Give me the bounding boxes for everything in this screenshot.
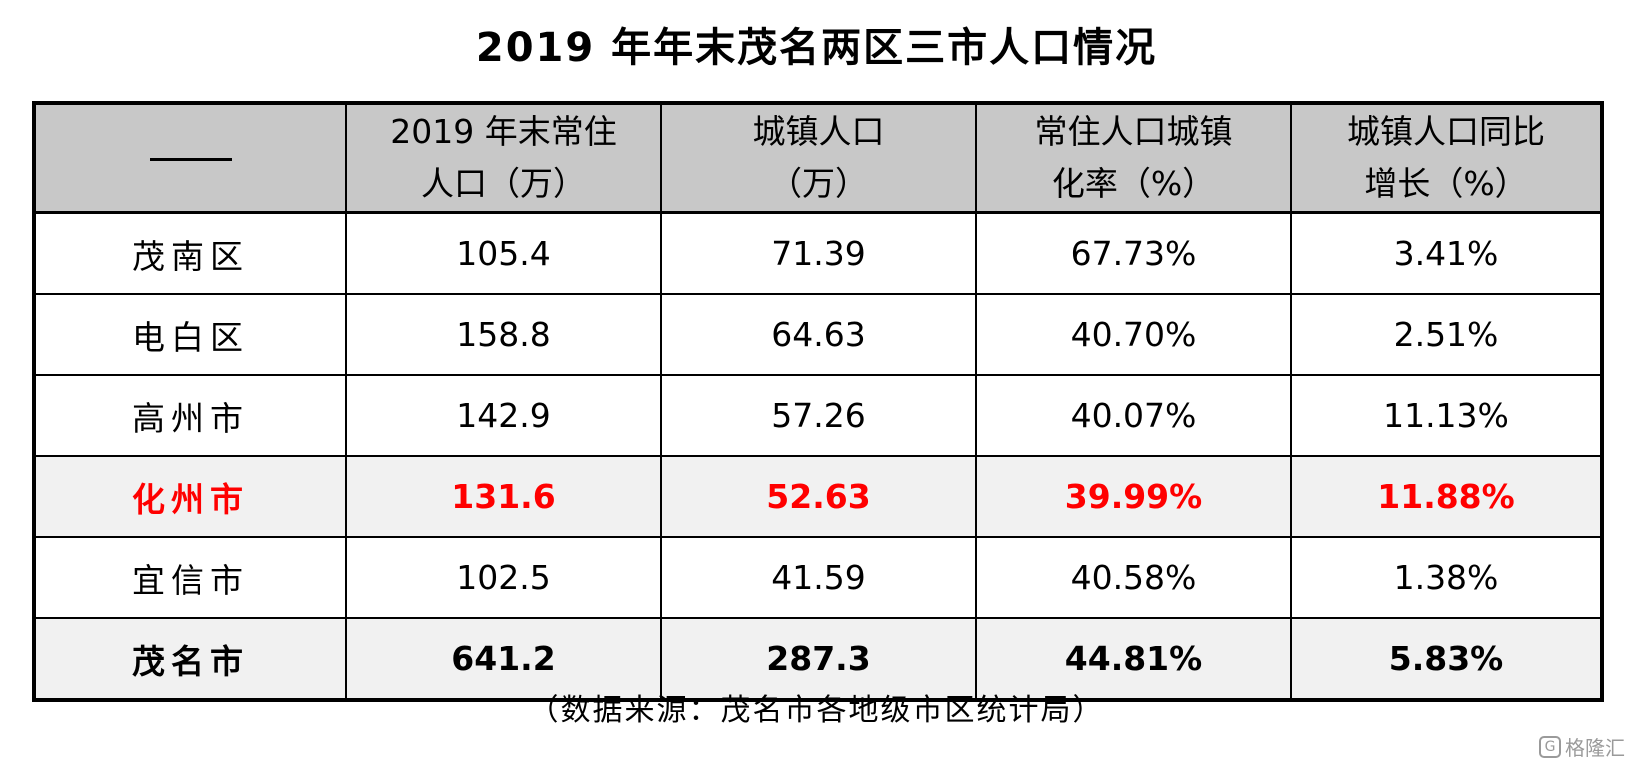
header-population-line1: 2019 年末常住 (390, 112, 617, 151)
header-rate-line1: 常住人口城镇 (1034, 112, 1233, 151)
cell-growth: 1.38% (1290, 536, 1603, 619)
header-growth-line1: 城镇人口同比 (1347, 112, 1545, 151)
header-cell-urban: 城镇人口 （万） (660, 102, 977, 214)
cell-urban: 287.3 (660, 617, 977, 701)
cell-growth: 11.13% (1290, 374, 1603, 457)
watermark-text: 格隆汇 (1565, 736, 1625, 760)
table-body: 茂南区 105.4 71.39 67.73% 3.41% 电白区 158.8 64.63 40.… (33, 211, 1603, 701)
cell-name: 高州市 (33, 374, 347, 457)
header-cell-blank: —— (33, 102, 347, 214)
cell-rate: 40.07% (975, 374, 1292, 457)
cell-rate: 39.99% (975, 455, 1292, 538)
cell-population: 131.6 (345, 455, 662, 538)
cell-rate: 40.58% (975, 536, 1292, 619)
table-header: —— 2019 年末常住 人口（万） 城镇人口 （万） 常住人口城镇 化率（%）… (33, 102, 1603, 214)
table-row: 化州市 131.6 52.63 39.99% 11.88% (33, 455, 1603, 538)
chart-title: 2019 年年末茂名两区三市人口情况 (475, 25, 1158, 71)
header-urban-line2: （万） (769, 164, 868, 203)
header-cell-population: 2019 年末常住 人口（万） (345, 102, 662, 214)
cell-rate: 44.81% (975, 617, 1292, 701)
cell-urban: 64.63 (660, 293, 977, 376)
cell-urban: 71.39 (660, 211, 977, 295)
population-table: —— 2019 年末常住 人口（万） 城镇人口 （万） 常住人口城镇 化率（%）… (32, 101, 1604, 702)
source-note: （数据来源：茂名市各地级市区统计局） (528, 693, 1105, 728)
header-population-line2: 人口（万） (421, 164, 586, 203)
cell-name: 化州市 (33, 455, 347, 538)
watermark: G 格隆汇 (1539, 732, 1625, 761)
header-cell-growth: 城镇人口同比 增长（%） (1290, 102, 1603, 214)
cell-rate: 67.73% (975, 211, 1292, 295)
cell-name: 茂名市 (33, 617, 347, 701)
cell-name: 宜信市 (33, 536, 347, 619)
header-growth-line2: 增长（%） (1364, 164, 1528, 203)
cell-growth: 3.41% (1290, 211, 1603, 295)
table-row: 宜信市 102.5 41.59 40.58% 1.38% (33, 536, 1603, 619)
cell-population: 102.5 (345, 536, 662, 619)
cell-name: 电白区 (33, 293, 347, 376)
header-urban-line1: 城镇人口 (752, 112, 885, 151)
cell-population: 105.4 (345, 211, 662, 295)
table-row: 茂名市 641.2 287.3 44.81% 5.83% (33, 617, 1603, 701)
header-cell-rate: 常住人口城镇 化率（%） (975, 102, 1292, 214)
table-row: 高州市 142.9 57.26 40.07% 11.13% (33, 374, 1603, 457)
cell-urban: 41.59 (660, 536, 977, 619)
table-row: 电白区 158.8 64.63 40.70% 2.51% (33, 293, 1603, 376)
cell-population: 641.2 (345, 617, 662, 701)
header-row: —— 2019 年末常住 人口（万） 城镇人口 （万） 常住人口城镇 化率（%）… (33, 102, 1603, 214)
cell-urban: 52.63 (660, 455, 977, 538)
cell-urban: 57.26 (660, 374, 977, 457)
cell-growth: 5.83% (1290, 617, 1603, 701)
cell-population: 142.9 (345, 374, 662, 457)
header-dash (149, 158, 232, 161)
cell-growth: 2.51% (1290, 293, 1603, 376)
cell-growth: 11.88% (1290, 455, 1603, 538)
header-rate-line2: 化率（%） (1051, 164, 1216, 203)
cell-population: 158.8 (345, 293, 662, 376)
cell-name: 茂南区 (33, 211, 347, 295)
table-row: 茂南区 105.4 71.39 67.73% 3.41% (33, 211, 1603, 295)
cell-rate: 40.70% (975, 293, 1292, 376)
g-logo-icon: G (1539, 735, 1561, 758)
